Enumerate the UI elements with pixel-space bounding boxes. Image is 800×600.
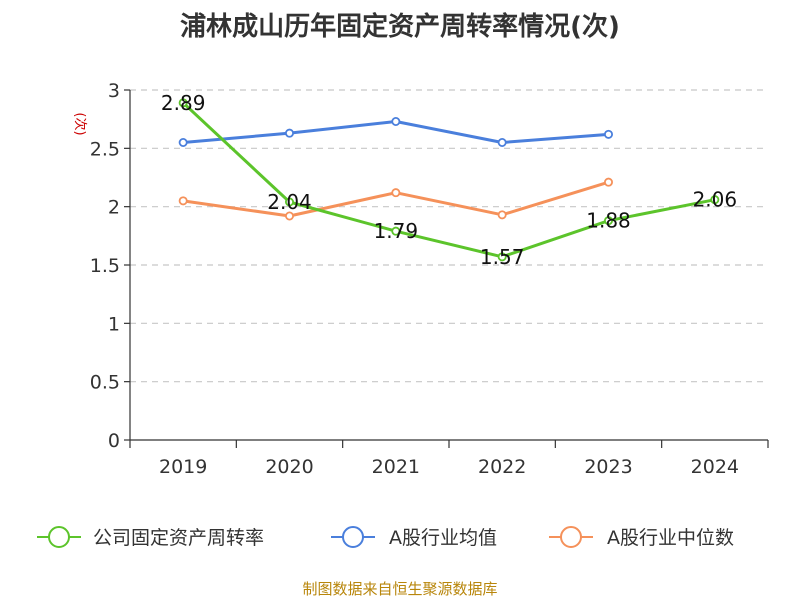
data-point <box>178 196 188 206</box>
legend-label: 公司固定资产周转率 <box>93 527 264 549</box>
data-label: 2.06 <box>693 188 738 212</box>
legend-label: A股行业中位数 <box>607 527 734 549</box>
series-line <box>182 180 609 218</box>
legend: 公司固定资产周转率 A股行业均值 A股行业中位数 <box>37 526 734 549</box>
chart-title: 浦林成山历年固定资产周转率情况(次) <box>180 12 620 42</box>
y-tick-label: 0 <box>108 430 120 452</box>
data-point <box>391 117 401 127</box>
data-point <box>178 98 188 108</box>
y-tick-label: 0.5 <box>90 372 120 394</box>
data-source-note: 制图数据来自恒生聚源数据库 <box>302 580 498 598</box>
data-label: 1.79 <box>374 219 419 243</box>
data-point <box>391 188 401 198</box>
data-point <box>604 129 614 139</box>
y-tick-label: 2.5 <box>90 138 120 160</box>
data-point <box>284 197 294 207</box>
data-point <box>391 226 401 236</box>
data-labels: 2.89 2.04 1.79 1.57 1.88 2.06 <box>161 91 737 269</box>
series <box>178 98 720 262</box>
x-tick-label: 2021 <box>372 456 420 478</box>
data-point <box>284 128 294 138</box>
data-point <box>710 195 720 205</box>
legend-label: A股行业均值 <box>389 527 497 549</box>
y-tick-label: 1 <box>108 313 120 335</box>
data-label: 1.57 <box>480 245 525 269</box>
data-label: 1.88 <box>586 209 631 233</box>
y-tick-label: 2 <box>108 197 120 219</box>
data-point <box>497 137 507 147</box>
x-tick-label: 2019 <box>159 456 207 478</box>
x-tick-label: 2024 <box>691 456 739 478</box>
data-label: 2.04 <box>267 190 312 214</box>
legend-marker <box>560 526 582 548</box>
data-point <box>604 177 614 187</box>
data-point <box>497 210 507 220</box>
y-axis-unit: (次) <box>72 112 88 135</box>
data-point <box>178 137 188 147</box>
data-point <box>284 211 294 221</box>
data-point <box>497 252 507 262</box>
y-tick-label: 3 <box>108 80 120 102</box>
series-line <box>182 101 716 259</box>
grid-lines <box>130 89 768 383</box>
legend-marker <box>342 526 364 548</box>
legend-marker <box>48 526 70 548</box>
data-label: 2.89 <box>161 91 206 115</box>
x-tick-label: 2022 <box>478 456 526 478</box>
x-tick-label: 2020 <box>265 456 313 478</box>
data-point <box>604 216 614 226</box>
y-tick-label: 1.5 <box>90 255 120 277</box>
x-tick-label: 2023 <box>584 456 632 478</box>
axes: 0 0.5 1 1.5 2 2.5 3 2019 2020 2021 2022 2023 2024 (次) <box>72 80 769 478</box>
